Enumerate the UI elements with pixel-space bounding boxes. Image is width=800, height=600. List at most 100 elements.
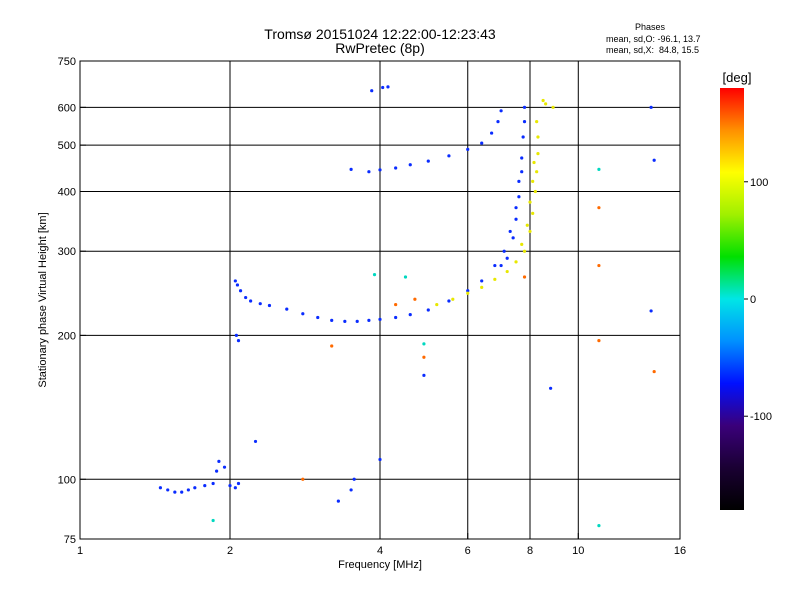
data-point [236,481,241,486]
y-tick-label: 500 [58,140,76,152]
data-point [211,481,215,486]
colorbar-tick-label: 100 [750,177,768,189]
data-point [203,484,207,488]
x-tick-label: 2 [227,545,233,557]
data-point [378,317,382,322]
data-point [378,457,382,462]
data-point [531,211,535,215]
data-point [370,89,374,93]
y-tick-label: 400 [58,186,76,198]
data-point [528,200,532,204]
data-point [343,319,347,323]
y-tick-label: 75 [64,534,76,546]
data-point [408,163,412,167]
data-point [514,260,518,264]
data-point [233,279,237,283]
phase-stats-heading: Phases [634,22,666,32]
colorbar-tick-label: 0 [750,294,756,306]
x-tick-label: 4 [377,545,383,557]
data-point [451,297,455,301]
data-point [522,275,527,279]
data-point [352,477,356,481]
data-point [649,105,653,109]
data-point [330,318,334,322]
data-point [549,386,553,390]
data-point [234,333,238,337]
data-point [514,217,518,221]
data-point [435,302,439,307]
data-point [422,342,426,346]
data-point [597,339,601,343]
data-point [408,313,412,317]
data-point [301,477,305,481]
data-point [480,279,484,283]
data-point [508,229,512,234]
data-point [499,109,503,113]
data-point [447,299,451,303]
data-point [535,170,539,174]
data-point [244,295,248,300]
y-tick-label: 750 [58,56,76,68]
data-point [480,285,484,290]
data-point [490,131,494,135]
x-tick-label: 6 [465,545,471,557]
data-point [394,315,398,320]
data-points [158,85,656,528]
data-point [222,465,227,469]
data-point [597,263,601,268]
data-point [525,223,529,227]
data-point [367,318,371,322]
y-axis-label: Stationary phase Virtual Height [km] [37,212,49,387]
data-point [355,319,359,323]
data-point [180,490,184,494]
data-point [649,309,653,313]
data-point [236,339,241,343]
data-point [381,85,385,90]
colorbar-ticks: 100 0 -100 [744,177,772,423]
data-point [349,488,353,492]
chart-title: Tromsø 20151024 12:22:00-12:23:43 [264,26,496,42]
axis-ticks: 1 2 4 6 8 10 16 75 100 200 300 400 500 600 750 [58,56,686,557]
data-point [517,195,521,199]
data-point [532,160,536,165]
chart-subtitle: RwPretec (8p) [335,40,425,56]
data-point [505,269,509,274]
x-tick-label: 10 [572,545,584,557]
data-point [493,263,497,268]
data-point [528,229,532,234]
data-point [514,206,518,210]
data-point [211,518,215,523]
data-point [426,308,430,312]
data-point [505,256,509,260]
data-point [551,105,555,109]
data-point [447,154,451,158]
data-point [186,488,190,492]
data-point [502,249,506,253]
data-point [466,147,470,151]
data-point [536,135,540,139]
data-point [422,373,426,377]
data-point [480,141,484,145]
data-point [301,312,305,316]
data-point [426,159,430,163]
data-point [422,355,426,359]
data-point [235,283,240,287]
colorbar-label: [deg] [723,70,752,85]
data-point [520,242,524,247]
data-point [466,291,470,295]
data-point [253,439,258,444]
data-point [403,275,408,279]
colorbar [720,88,744,510]
data-point [533,189,537,194]
data-point [386,85,390,89]
y-tick-label: 300 [58,246,76,258]
data-point [522,105,527,109]
data-point [336,499,340,503]
data-point [499,263,503,268]
y-tick-label: 200 [58,330,76,342]
data-point [372,273,377,277]
data-point [166,488,170,492]
phase-stats-x: mean, sd,X: 84.8, 15.5 [606,45,700,55]
data-point [394,166,398,170]
colorbar-tick-label: -100 [750,411,772,423]
